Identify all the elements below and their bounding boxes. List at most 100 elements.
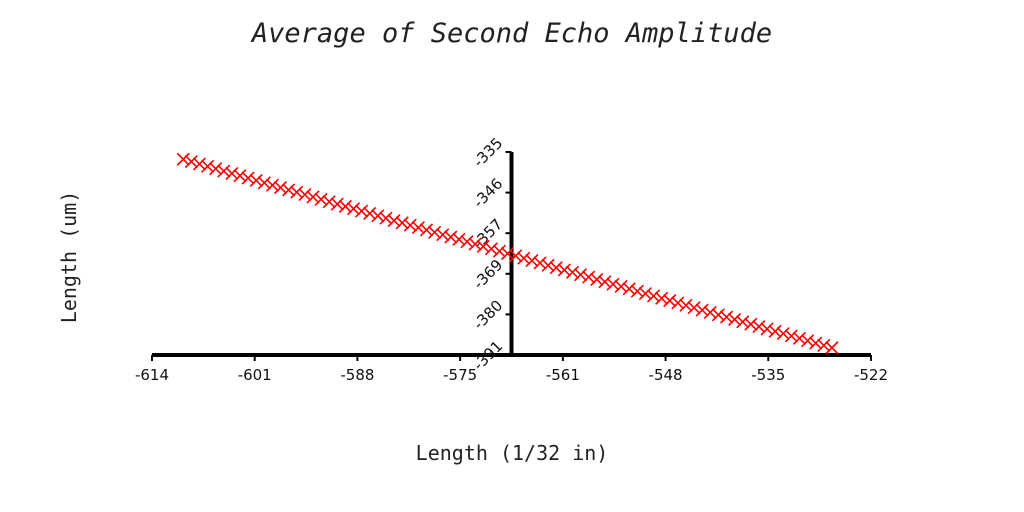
data-point [233,169,247,183]
y-tick-label: -335 [470,134,507,171]
chart-title: Average of Second Echo Amplitude [250,18,772,49]
x-tick-label: -588 [340,366,374,384]
data-point [549,261,563,275]
data-point [330,197,344,211]
data-point [460,235,474,249]
data-point [728,312,742,327]
data-point [517,251,531,265]
y-axis-label: Length (um) [57,191,81,323]
data-point [411,221,425,235]
data-point [452,232,466,246]
data-point [606,277,620,291]
data-point [444,230,458,244]
data-point [590,272,604,286]
data-point [525,254,539,268]
data-point [225,166,239,180]
data-point [468,237,482,251]
y-tick-label: -380 [470,296,507,333]
data-point [257,176,271,190]
data-point [695,303,709,317]
data-point [801,334,815,348]
data-point [273,180,288,195]
data-point [492,244,507,258]
data-point [655,291,669,305]
data-point [598,275,612,289]
data-point [671,296,685,310]
data-point [282,183,296,197]
data-point [314,192,328,206]
data-point [306,190,320,204]
data-point [687,301,701,315]
data-point [476,239,490,253]
data-point [217,164,231,178]
x-tick-label: -614 [135,366,169,384]
data-point [825,341,839,355]
data-point [355,204,369,218]
plot-area: -614 -601 -588 -575 -561 -548 -535 -522-391-380… [135,134,888,384]
data-point [265,178,280,192]
data-point [338,199,352,213]
x-tick-label: -575 [443,366,477,384]
data-point [176,152,190,166]
data-point [509,249,523,263]
x-axis-label: Length (1/32 in) [416,441,609,465]
x-tick-label: -535 [751,366,785,384]
data-point [711,308,725,322]
data-point [784,329,798,343]
data-point [209,162,223,176]
data-point [533,256,547,270]
data-point [792,331,807,345]
data-point [371,209,385,223]
data-point [565,265,580,279]
data-point [419,223,434,237]
y-tick-label: -346 [470,175,507,212]
data-point [719,310,734,324]
data-point [501,246,515,261]
data-point [760,322,774,336]
data-point [703,305,717,319]
data-point [622,282,636,296]
data-point [298,188,312,202]
x-tick-label: -522 [854,366,888,384]
data-point [322,195,336,209]
data-point [387,213,401,228]
data-point [192,157,207,171]
data-point [752,319,766,334]
data-point [557,263,571,277]
data-point [379,211,393,225]
data-point [776,327,790,341]
data-point [241,171,255,185]
data-point [630,284,644,298]
data-point [184,155,198,169]
data-point [363,206,377,221]
y-tick-label: -369 [470,256,507,293]
x-tick-label: -601 [238,366,272,384]
data-point [663,294,677,308]
data-point [428,225,442,239]
y-tick-label: -357 [470,215,507,252]
data-point [744,317,758,331]
data-point [614,279,628,294]
data-point [249,173,263,188]
data-point [768,324,782,338]
x-tick-label: -561 [546,366,580,384]
data-point [395,216,409,230]
x-tick-label: -548 [649,366,683,384]
data-point [679,298,693,312]
data-point [582,270,596,284]
data-point [809,336,823,350]
data-point [736,315,750,329]
data-point [484,242,498,256]
data-point [403,218,417,232]
data-point [646,289,661,303]
data-point [541,258,555,272]
data-point [436,228,450,242]
data-point [638,286,652,301]
data-point [574,268,588,282]
data-point [346,202,361,216]
data-point [201,159,215,173]
data-point [817,338,831,352]
data-point [290,185,304,199]
